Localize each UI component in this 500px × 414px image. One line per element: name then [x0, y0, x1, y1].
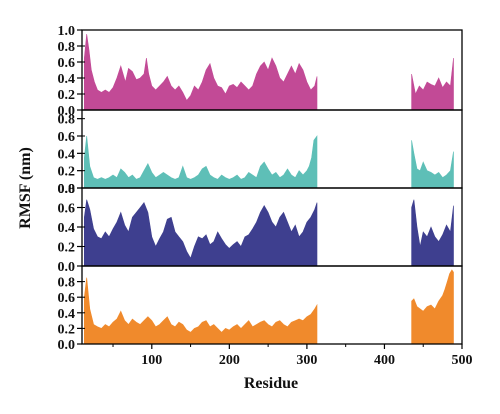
- y-tick-label: 1.0: [58, 24, 76, 39]
- rmsf-area-panel3-segment2: [411, 199, 454, 267]
- y-tick-label: 0.6: [58, 202, 76, 217]
- rmsf-area-panel2-segment1: [84, 135, 318, 189]
- y-tick-label: 0.0: [58, 260, 76, 275]
- panel-1: 0.00.20.40.60.81.0: [58, 24, 463, 119]
- rmsf-area-panel4-segment2: [411, 269, 454, 345]
- y-tick-label: 0.4: [58, 147, 76, 162]
- panel-3: 0.0 0.2 0.4 0.6 0.8: [58, 182, 463, 275]
- x-tick-label: 500: [452, 353, 473, 368]
- panel-2: 0.0 0.2 0.4 0.6 0.8: [58, 109, 463, 197]
- x-tick-label: 400: [374, 353, 395, 368]
- rmsf-area-panel1-segment2: [411, 57, 454, 111]
- y-tick-label: 0.4: [58, 72, 76, 87]
- chart-panels: 0.00.20.40.60.81.00.00.20.40.60.80.00.20…: [58, 24, 463, 353]
- y-tick-label: 0.8: [58, 113, 76, 128]
- y-tick-label: 0.0: [58, 338, 76, 353]
- y-tick-label: 0.0: [58, 182, 76, 197]
- panel-4: 0.00.20.40.60.8: [58, 265, 463, 353]
- y-tick-label: 0.8: [58, 40, 76, 55]
- y-tick-label: 0.2: [58, 165, 76, 180]
- x-axis-ticks: 100 200 300 400 500: [112, 344, 473, 368]
- y-tick-label: 0.4: [58, 307, 76, 322]
- y-tick-label: 0.6: [58, 291, 76, 306]
- y-tick-label: 0.2: [58, 241, 76, 256]
- rmsf-area-panel3-segment1: [84, 199, 318, 267]
- y-tick-label: 0.6: [58, 130, 76, 145]
- y-tick-label: 0.8: [58, 276, 76, 291]
- x-tick-label: 300: [296, 353, 317, 368]
- y-tick-label: 0.8: [58, 182, 76, 197]
- y-tick-label: 0.2: [58, 88, 76, 103]
- y-tick-label: 0.2: [58, 322, 76, 337]
- rmsf-area-panel2-segment2: [411, 140, 454, 189]
- y-tick-label: 0.6: [58, 56, 76, 71]
- y-tick-label: 0.0: [58, 104, 76, 119]
- y-tick-label: 0.4: [58, 221, 76, 236]
- rmsf-area-panel4-segment1: [84, 277, 318, 345]
- y-axis-title: RMSF (nm): [17, 147, 34, 229]
- rmsf-area-panel1-segment1: [84, 33, 318, 111]
- x-tick-label: 100: [141, 353, 162, 368]
- panel-frame: [81, 265, 463, 345]
- x-axis-title: Residue: [244, 375, 298, 392]
- x-tick-label: 200: [219, 353, 240, 368]
